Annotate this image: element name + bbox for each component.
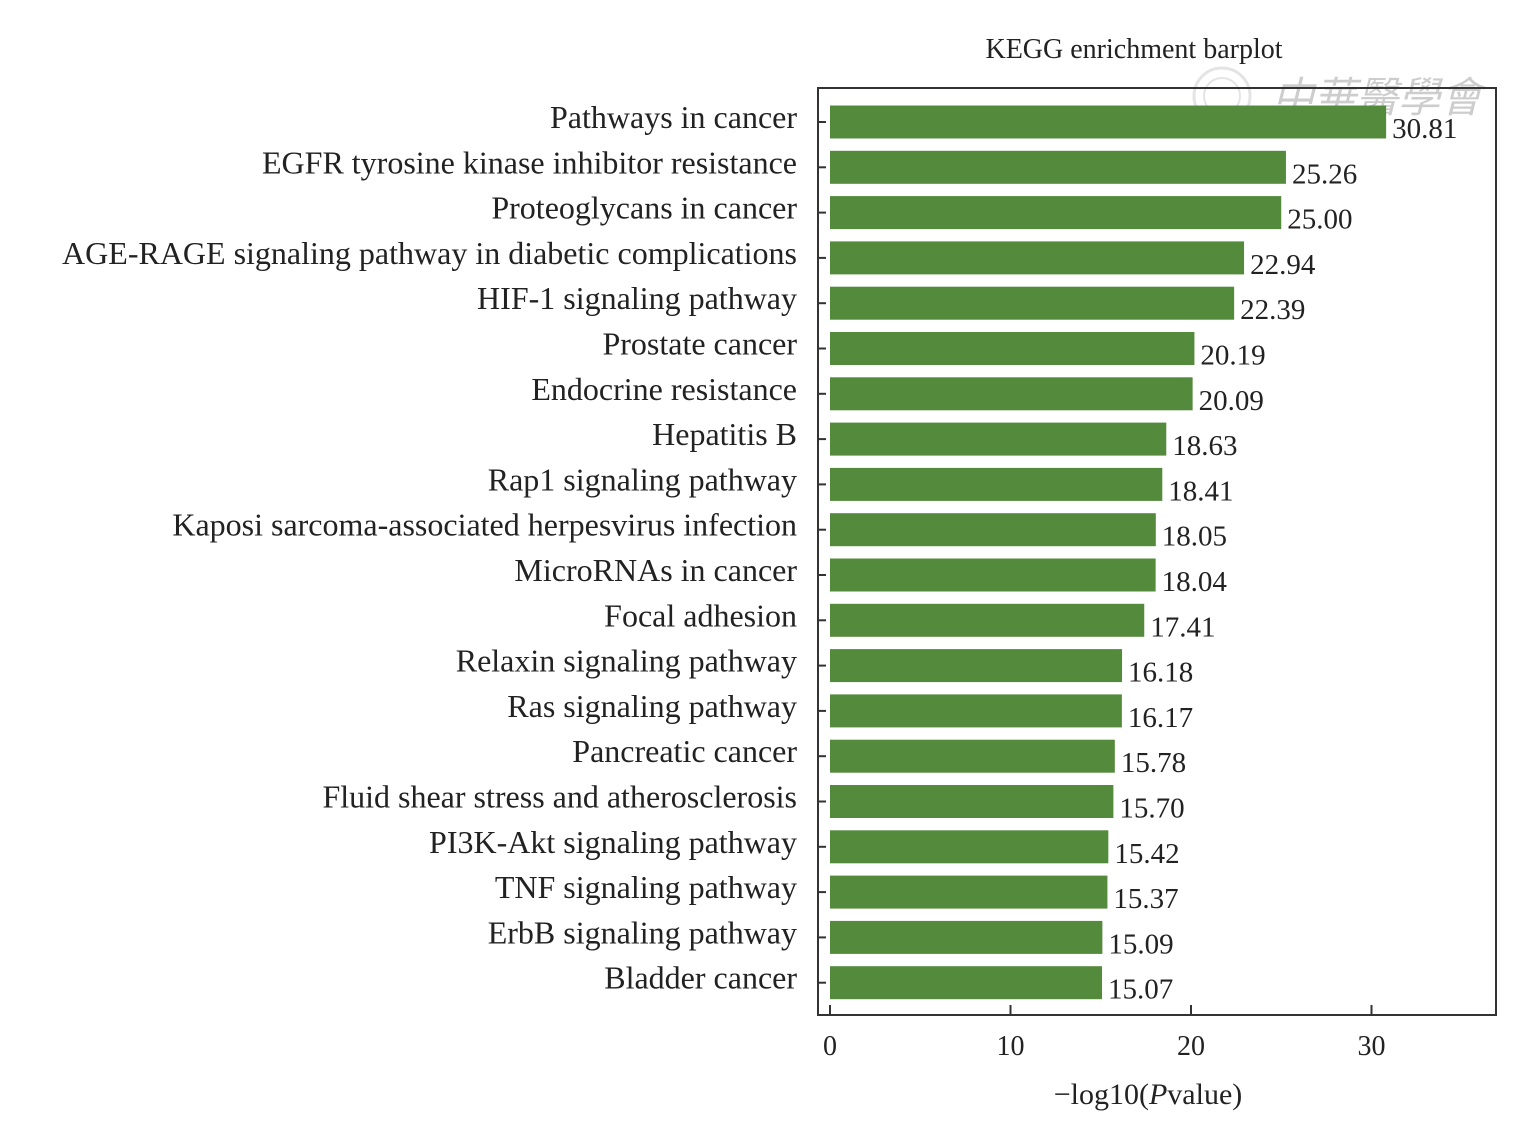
category-label: Kaposi sarcoma-associated herpesvirus in… — [172, 507, 797, 543]
bar-value-label: 18.05 — [1162, 521, 1227, 553]
category-label: HIF-1 signaling pathway — [477, 280, 797, 316]
category-label: Focal adhesion — [604, 597, 797, 633]
bar-value-label: 18.63 — [1172, 430, 1237, 462]
bar — [830, 513, 1156, 547]
bar-value-label: 15.78 — [1121, 747, 1186, 779]
bar-value-label: 16.18 — [1128, 657, 1193, 689]
bar-value-label: 25.00 — [1287, 204, 1352, 236]
bar-value-label: 15.42 — [1114, 838, 1179, 870]
bar — [830, 739, 1115, 773]
category-label: ErbB signaling pathway — [488, 914, 797, 950]
category-label: MicroRNAs in cancer — [514, 552, 797, 588]
category-label: Prostate cancer — [602, 326, 797, 362]
bar-value-label: 25.26 — [1292, 158, 1357, 190]
bar — [830, 694, 1122, 728]
bar-value-label: 18.41 — [1168, 475, 1233, 507]
bar — [830, 966, 1103, 1000]
category-label: AGE-RAGE signaling pathway in diabetic c… — [62, 235, 797, 271]
bar — [830, 920, 1103, 954]
bars-layer: 30.81 25.26 25.00 22.94 22.39 20.19 20.09 18.63… — [830, 105, 1457, 1006]
bar-value-label: 15.07 — [1108, 974, 1173, 1006]
bar — [830, 467, 1163, 501]
bar-value-label: 22.94 — [1250, 249, 1316, 281]
bar-value-label: 15.37 — [1113, 883, 1178, 915]
bar — [830, 196, 1282, 230]
category-label: Proteoglycans in cancer — [491, 190, 797, 226]
bar — [830, 105, 1387, 139]
bar — [830, 558, 1156, 592]
bar-value-label: 20.19 — [1200, 340, 1265, 372]
y-axis-ticks: Pathways in cancer EGFR tyrosine kinase i… — [62, 99, 826, 996]
category-label: Relaxin signaling pathway — [456, 643, 797, 679]
category-label: Bladder cancer — [604, 960, 797, 996]
category-label: PI3K-Akt signaling pathway — [429, 824, 797, 860]
chart-title: KEGG enrichment barplot — [985, 34, 1282, 65]
bar — [830, 785, 1114, 818]
category-label: Rap1 signaling pathway — [488, 461, 797, 497]
x-tick-label: 20 — [1177, 1031, 1205, 1062]
bar — [830, 649, 1123, 683]
bar — [830, 286, 1235, 320]
bar — [830, 603, 1145, 637]
x-tick-label: 0 — [823, 1031, 837, 1062]
category-label: Fluid shear stress and atherosclerosis — [322, 779, 797, 815]
category-label: Ras signaling pathway — [507, 688, 797, 724]
bar — [830, 241, 1245, 275]
bar-value-label: 30.81 — [1392, 113, 1457, 145]
bar-value-label: 22.39 — [1240, 294, 1305, 326]
bar-value-label: 17.41 — [1150, 611, 1215, 643]
bar — [830, 332, 1195, 365]
bar — [830, 377, 1193, 411]
category-label: EGFR tyrosine kinase inhibitor resistanc… — [262, 144, 797, 180]
category-label: Pancreatic cancer — [572, 733, 797, 769]
bar — [830, 422, 1167, 456]
bar — [830, 150, 1286, 184]
category-label: TNF signaling pathway — [495, 869, 797, 905]
bar-value-label: 16.17 — [1128, 702, 1193, 734]
bar-value-label: 15.09 — [1108, 928, 1173, 960]
x-tick-label: 10 — [997, 1031, 1025, 1062]
x-tick-label: 30 — [1358, 1031, 1386, 1062]
x-axis-ticks: 0 10 20 30 — [823, 1005, 1386, 1062]
bar-value-label: 18.04 — [1162, 566, 1228, 598]
bar-value-label: 20.09 — [1199, 385, 1264, 417]
plot-frame — [817, 87, 1497, 1016]
x-axis-label: −log10(Pvalue) — [1054, 1078, 1243, 1111]
category-label: Endocrine resistance — [531, 371, 797, 407]
bar-value-label: 15.70 — [1119, 793, 1184, 825]
category-label: Hepatitis B — [652, 416, 797, 452]
bar — [830, 830, 1109, 864]
bar — [830, 875, 1108, 909]
category-label: Pathways in cancer — [550, 99, 797, 135]
